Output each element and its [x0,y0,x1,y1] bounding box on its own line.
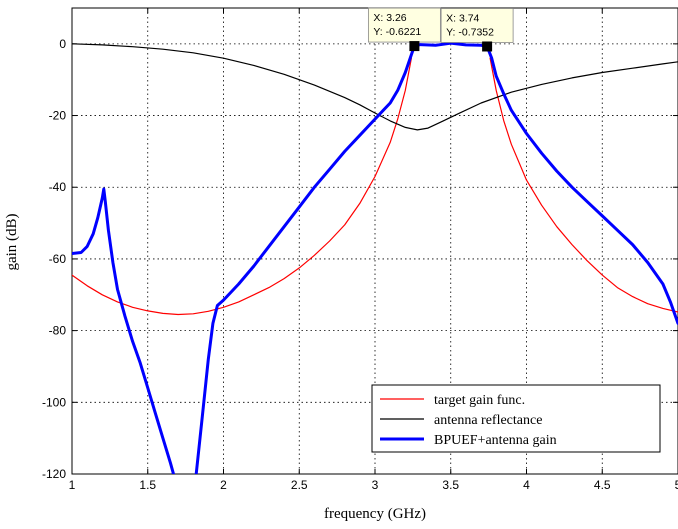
y-tick-label: -60 [49,252,67,266]
x-tick-label: 1.5 [139,478,156,492]
series-line-0 [489,57,678,313]
datatip-box [367,7,441,43]
legend-label-0: target gain func. [434,393,525,408]
datatip-marker [409,41,420,52]
y-tick-label: -100 [42,395,66,409]
x-tick-label: 4.5 [594,478,611,492]
series-line-2 [194,41,678,474]
y-tick-label: -40 [49,180,67,194]
ticks: 1 1.5 2 2.5 3 3.5 4 4.5 5 0 -20 -40 -60 -80 -100 -120 [42,8,678,492]
y-tick-label: -120 [42,467,66,481]
legend-label-1: antenna reflectance [434,413,542,428]
datatips: X: 3.26 Y: -0.6221 X: 3.74 Y: -0.7352 [367,7,514,52]
x-tick-label: 3.5 [442,478,459,492]
series-line-0 [72,57,412,316]
legend: target gain func. antenna reflectance BPUE… [371,384,661,453]
x-tick-label: 2 [220,478,227,492]
x-tick-label: 4 [523,478,530,492]
datatip-y: Y: -0.6221 [373,26,421,38]
x-tick-label: 3 [372,478,379,492]
datatip-x: X: 3.74 [446,12,479,24]
x-tick-label: 5 [675,478,678,492]
series-line-1 [72,43,678,131]
x-tick-label: 2.5 [291,478,308,492]
datatip-box [440,8,514,43]
y-tick-label: 0 [59,37,66,51]
datatip-marker [482,41,493,52]
datatip-y: Y: -0.7352 [446,26,494,38]
y-tick-label: -20 [49,109,67,123]
datatip-x: X: 3.26 [373,12,406,24]
series-line-2 [72,187,175,474]
x-tick-label: 1 [69,478,76,492]
legend-label-2: BPUEF+antenna gain [434,433,557,448]
y-axis-label: gain (dB) [4,213,20,270]
series-layer [72,41,678,474]
datatip-0: X: 3.26 Y: -0.6221 [367,7,441,52]
x-axis-label: frequency (GHz) [324,506,426,522]
datatip-1: X: 3.74 Y: -0.7352 [440,8,514,52]
y-tick-label: -80 [49,324,67,338]
